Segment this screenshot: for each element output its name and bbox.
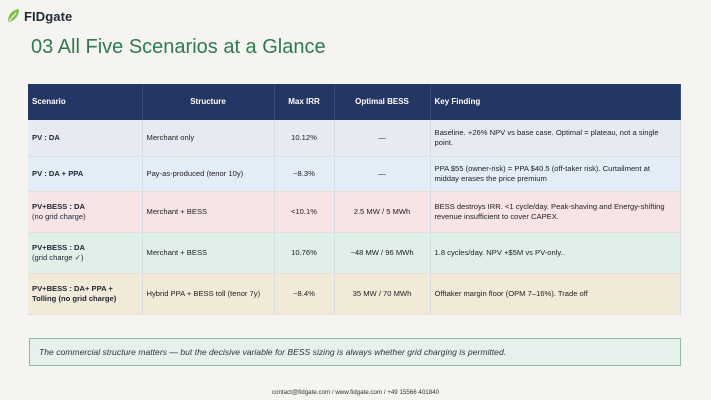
brand-name: FIDgate	[24, 8, 73, 24]
col-header-max-irr: Max IRR	[274, 84, 335, 120]
cell-scenario: PV+BESS : DA+ PPA + Tolling (no grid cha…	[28, 273, 143, 315]
col-header-optimal-bess: Optimal BESS	[334, 84, 431, 120]
col-header-scenario: Scenario	[28, 84, 143, 120]
cell-structure: Merchant + BESS	[142, 191, 275, 233]
cell-optimal-bess: 35 MW / 70 MWh	[334, 273, 431, 315]
scenario-qualifier: (no grid charge)	[32, 212, 86, 221]
cell-optimal-bess: —	[334, 120, 431, 157]
cell-max-irr: ~8.3%	[274, 156, 335, 192]
cell-max-irr: <10.1%	[274, 191, 335, 233]
cell-key-finding: Offtaker margin floor (OPM 7–16%). Trade…	[430, 273, 681, 315]
table-row: PV+BESS : DA (grid charge ✓) Merchant + B…	[28, 232, 681, 274]
cell-structure: Merchant + BESS	[142, 232, 275, 274]
scenario-name: PV : DA + PPA	[32, 169, 84, 179]
cell-optimal-bess: ~48 MW / 96 MWh	[334, 232, 431, 274]
table-row: PV : DA + PPA Pay-as-produced (tenor 10y…	[28, 156, 681, 192]
col-header-key-finding: Key Finding	[430, 84, 681, 120]
cell-structure: Merchant only	[142, 120, 275, 157]
table-row: PV : DA Merchant only 10.12% — Baseline.…	[28, 120, 681, 157]
scenario-name: PV : DA	[32, 133, 60, 143]
cell-scenario: PV+BESS : DA (grid charge ✓)	[28, 232, 143, 274]
brand-logo: FIDgate	[6, 8, 72, 24]
scenario-qualifier: (no grid charge)	[58, 294, 117, 303]
cell-max-irr: 10.76%	[274, 232, 335, 274]
scenario-qualifier: (grid charge ✓)	[32, 253, 84, 262]
cell-optimal-bess: —	[334, 156, 431, 192]
cell-key-finding: 1.8 cycles/day. NPV +$5M vs PV-only..	[430, 232, 681, 274]
scenario-name: PV+BESS : DA+ PPA + Tolling	[32, 284, 113, 303]
cell-scenario: PV : DA + PPA	[28, 156, 143, 192]
col-header-structure: Structure	[142, 84, 275, 120]
page-title: 03 All Five Scenarios at a Glance	[31, 36, 326, 58]
footer-contact: contact@fidgate.com / www.fidgate.com / …	[271, 389, 440, 396]
cell-key-finding: BESS destroys IRR. <1 cycle/day. Peak-sh…	[430, 191, 681, 233]
table-row: PV+BESS : DA (no grid charge) Merchant + …	[28, 191, 681, 233]
cell-optimal-bess: 2.5 MW / 5 MWh	[334, 191, 431, 233]
scenario-name: PV+BESS : DA	[32, 202, 85, 212]
table-header-row: Scenario Structure Max IRR Optimal BESS …	[28, 84, 681, 120]
cell-structure: Pay-as-produced (tenor 10y)	[142, 156, 275, 192]
cell-max-irr: ~8.4%	[274, 273, 335, 315]
scenario-name: PV+BESS : DA	[32, 243, 85, 253]
cell-max-irr: 10.12%	[274, 120, 335, 157]
table-row: PV+BESS : DA+ PPA + Tolling (no grid cha…	[28, 273, 681, 315]
summary-callout: The commercial structure matters — but t…	[29, 338, 681, 366]
cell-scenario: PV : DA	[28, 120, 143, 157]
cell-scenario: PV+BESS : DA (no grid charge)	[28, 191, 143, 233]
scenarios-table: Scenario Structure Max IRR Optimal BESS …	[28, 84, 681, 315]
cell-key-finding: PPA $55 (owner-risk) = PPA $40.5 (off-ta…	[430, 156, 681, 192]
cell-key-finding: Baseline. +26% NPV vs base case. Optimal…	[430, 120, 681, 157]
leaf-icon	[8, 9, 19, 22]
cell-structure: Hybrid PPA + BESS toll (tenor 7y)	[142, 273, 275, 315]
